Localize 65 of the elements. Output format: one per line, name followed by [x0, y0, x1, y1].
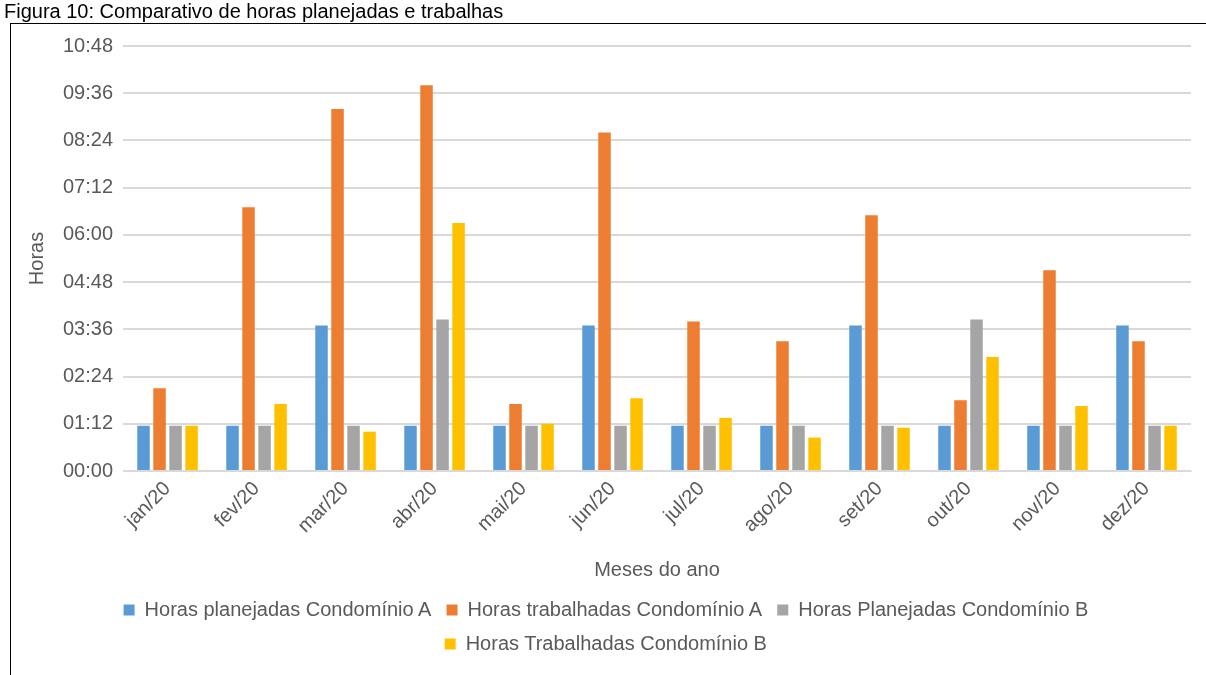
- bar: [582, 325, 595, 471]
- legend-label: Horas Trabalhadas Condomínio B: [465, 631, 767, 654]
- bar: [986, 356, 999, 471]
- legend-label: Horas Planejadas Condomínio B: [798, 597, 1089, 620]
- bar: [404, 425, 417, 471]
- bar: [185, 425, 198, 471]
- bar: [1027, 425, 1040, 471]
- bar: [630, 398, 643, 471]
- y-axis-title: Horas: [24, 231, 47, 286]
- bar: [169, 425, 182, 471]
- chart-title: Figura 10: Comparativo de horas planejadas e trabalhas: [4, 0, 504, 22]
- bar: [525, 425, 538, 471]
- y-tick-label: 09:36: [62, 80, 114, 103]
- bar: [776, 341, 789, 471]
- x-axis-title: Meses do ano: [594, 557, 720, 580]
- y-tick-label: 07:12: [62, 175, 114, 198]
- bar: [137, 425, 150, 471]
- bar: [703, 425, 716, 471]
- bar: [452, 223, 465, 471]
- bar: [687, 321, 700, 471]
- bar: [671, 425, 684, 471]
- bar: [897, 427, 910, 471]
- bar: [1148, 425, 1161, 471]
- y-tick-label: 03:36: [62, 316, 114, 339]
- bar: [509, 404, 522, 471]
- bar: [954, 400, 967, 471]
- y-tick-label: 01:12: [62, 411, 114, 434]
- y-tick-label: 04:48: [62, 269, 114, 292]
- bar: [760, 425, 773, 471]
- bar: [420, 85, 433, 471]
- bar: [598, 132, 611, 471]
- bar: [315, 325, 328, 471]
- bar: [258, 425, 271, 471]
- bar: [226, 425, 239, 471]
- bar: [614, 425, 627, 471]
- bar: [1132, 341, 1145, 471]
- bar: [1164, 425, 1177, 471]
- bar: [347, 425, 360, 471]
- bar: [719, 417, 732, 471]
- bar: [938, 425, 951, 471]
- bar: [970, 319, 983, 471]
- y-tick-label: 10:48: [62, 33, 114, 56]
- bar: [881, 425, 894, 471]
- legend-label: Horas planejadas Condomínio A: [144, 597, 433, 620]
- bar: [541, 423, 554, 471]
- bar: [865, 215, 878, 471]
- legend-label: Horas trabalhadas Condomínio A: [467, 597, 763, 620]
- bar: [808, 437, 821, 471]
- bar: [1059, 425, 1072, 471]
- bar: [1075, 406, 1088, 471]
- y-tick-label: 06:00: [62, 222, 114, 245]
- bar: [849, 325, 862, 471]
- bar: [331, 108, 344, 471]
- bar: [792, 425, 805, 471]
- y-tick-label: 00:00: [62, 458, 114, 481]
- bar: [1043, 270, 1056, 471]
- bar: [1116, 325, 1129, 471]
- bar: [436, 319, 449, 471]
- bar: [153, 388, 166, 471]
- bar: [493, 425, 506, 471]
- y-tick-label: 02:24: [62, 364, 114, 387]
- bar: [242, 207, 255, 471]
- y-tick-label: 08:24: [62, 127, 114, 150]
- bar: [363, 431, 376, 471]
- bar: [274, 404, 287, 471]
